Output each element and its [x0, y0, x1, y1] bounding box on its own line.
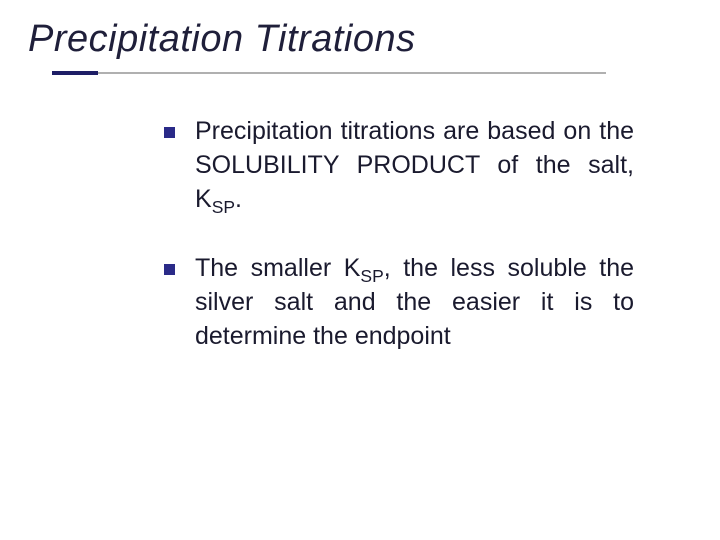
bullet-text: Precipitation titrations are based on th…: [195, 115, 634, 216]
bullet-text-sub: SP: [212, 197, 235, 217]
title-underline-thin: [52, 72, 606, 74]
square-bullet-icon: [164, 264, 175, 275]
slide-body: Precipitation titrations are based on th…: [164, 115, 634, 354]
square-bullet-icon: [164, 127, 175, 138]
title-underline: [52, 71, 606, 75]
title-underline-thick: [52, 71, 98, 75]
list-item: The smaller KSP, the less soluble the si…: [164, 252, 634, 353]
bullet-text-pre: Precipitation titrations are based on th…: [195, 117, 634, 213]
slide-title: Precipitation Titrations: [28, 18, 696, 61]
bullet-text-sub: SP: [360, 266, 383, 286]
bullet-text: The smaller KSP, the less soluble the si…: [195, 252, 634, 353]
bullet-text-pre: The smaller K: [195, 254, 360, 282]
slide: Precipitation Titrations Precipitation t…: [0, 0, 720, 540]
list-item: Precipitation titrations are based on th…: [164, 115, 634, 216]
bullet-text-post: .: [235, 185, 242, 213]
